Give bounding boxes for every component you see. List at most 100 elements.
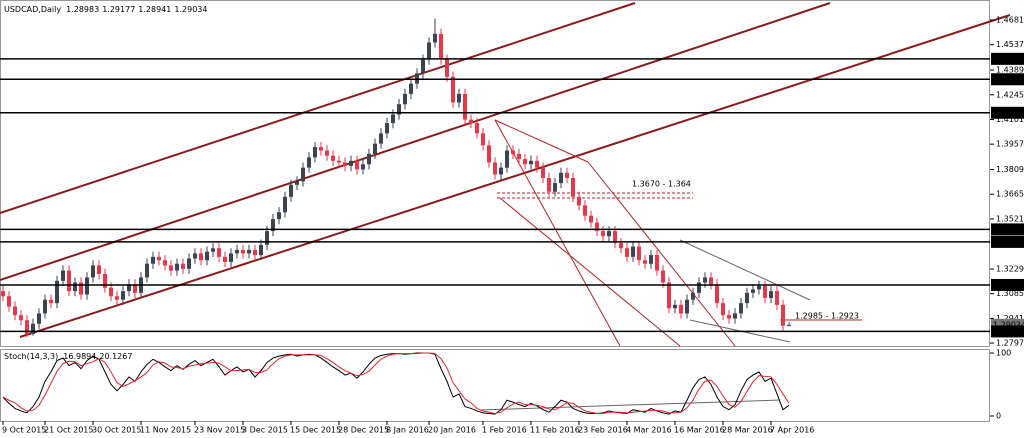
level-label: 1.44545	[993, 54, 1024, 63]
candle-body	[175, 263, 179, 271]
y-tick-label: 1.29410	[996, 314, 1024, 323]
candle-body	[757, 285, 761, 290]
candle-body	[721, 303, 725, 316]
price-frame	[0, 0, 990, 347]
candle-body	[607, 231, 611, 237]
candle-body	[295, 181, 299, 185]
level-box	[991, 278, 1024, 291]
candle-body	[331, 155, 335, 161]
candle-body	[493, 162, 497, 175]
candle-body	[223, 256, 227, 262]
candle-body	[253, 249, 257, 256]
candle-body	[97, 265, 101, 274]
x-tick-label: 20 Jan 2016	[428, 426, 476, 435]
candle-body	[697, 282, 701, 293]
price-box-label: 1.29034	[993, 320, 1024, 329]
candle-body	[367, 153, 371, 165]
y-tick-label: 1.32290	[996, 265, 1024, 274]
x-tick-label: 11 Nov 2015	[140, 426, 191, 435]
candle-body	[415, 73, 419, 84]
candle-body	[655, 255, 659, 271]
y-tick-label: 1.46810	[996, 16, 1024, 25]
candle-body	[79, 282, 83, 295]
candle-body	[277, 212, 281, 220]
candle-body	[727, 315, 731, 319]
candle-body	[103, 273, 107, 288]
candle-body	[7, 296, 11, 307]
candle-body	[463, 93, 467, 120]
candle-body	[67, 270, 71, 292]
y-tick-label: 1.35210	[996, 214, 1024, 223]
down-channel	[494, 119, 862, 347]
candle-body	[343, 162, 347, 166]
candle-body	[307, 157, 311, 168]
candle-body	[613, 231, 617, 244]
y-tick-label: 1.27970	[996, 339, 1024, 348]
x-tick-label: 23 Feb 2016	[578, 426, 628, 435]
candle-body	[127, 284, 131, 292]
level-label: 1.33870	[993, 237, 1024, 246]
candle-body	[283, 196, 287, 213]
candle-body	[667, 282, 671, 309]
candle-body	[433, 33, 437, 43]
candle-body	[733, 313, 737, 319]
channel-line	[494, 119, 589, 163]
y-tick-label: 100	[996, 349, 1011, 358]
candle-body	[403, 93, 407, 105]
stoch-frame	[0, 349, 990, 422]
candle-body	[271, 219, 275, 232]
candle-body	[481, 133, 485, 146]
annotation: 1.2985 - 1.2923	[795, 312, 859, 321]
level-label: 1.28650	[993, 327, 1024, 336]
candle-body	[649, 255, 653, 264]
candle-body	[427, 42, 431, 60]
level-box	[991, 73, 1024, 86]
candle-body	[151, 256, 155, 264]
candle-body	[751, 289, 755, 293]
candle-body	[145, 263, 149, 278]
candle-body	[619, 243, 623, 249]
candle-body	[739, 303, 743, 314]
candle-body	[445, 59, 449, 77]
stoch-trend-line	[479, 399, 781, 411]
x-tick-label: 15 Dec 2015	[290, 426, 341, 435]
candle-body	[31, 323, 35, 334]
symbol: USDCAD,Daily	[4, 5, 61, 14]
candle-body	[319, 147, 323, 151]
candle-body	[511, 150, 515, 154]
x-tick-label: 1 Feb 2016	[482, 426, 527, 435]
candle-body	[775, 291, 779, 305]
candle-body	[325, 150, 329, 156]
wedge-line	[679, 239, 811, 301]
candle-body	[391, 114, 395, 124]
candle-body	[289, 184, 293, 197]
candle-body	[121, 291, 125, 300]
candle-body	[205, 251, 209, 261]
candle-body	[379, 133, 383, 144]
candle-body	[679, 304, 683, 314]
x-tick-label: 16 Mar 2016	[674, 426, 725, 435]
candle-body	[187, 258, 191, 269]
candle-body	[373, 143, 377, 154]
stoch-header: Stoch(14,3,3) 16.9894 20.1267	[4, 352, 132, 361]
candle-body	[421, 59, 425, 74]
candle-body	[673, 304, 677, 309]
stoch-title: Stoch(14,3,3)	[4, 352, 58, 361]
candle-body	[517, 153, 521, 160]
candle-body	[565, 172, 569, 178]
level-box	[991, 106, 1024, 119]
candle-body	[55, 280, 59, 304]
candle-body	[703, 277, 707, 283]
low: 1.28941	[138, 5, 171, 14]
candle-body	[685, 299, 689, 314]
channel-line	[494, 119, 621, 347]
candle-body	[73, 282, 77, 292]
candle-body	[49, 299, 53, 304]
candle-body	[475, 123, 479, 134]
candle-body	[529, 160, 533, 165]
channel-line	[499, 197, 681, 347]
candle-body	[169, 265, 173, 271]
x-tick-label: 3 Dec 2015	[242, 426, 288, 435]
level-label: 1.34600	[993, 225, 1024, 234]
